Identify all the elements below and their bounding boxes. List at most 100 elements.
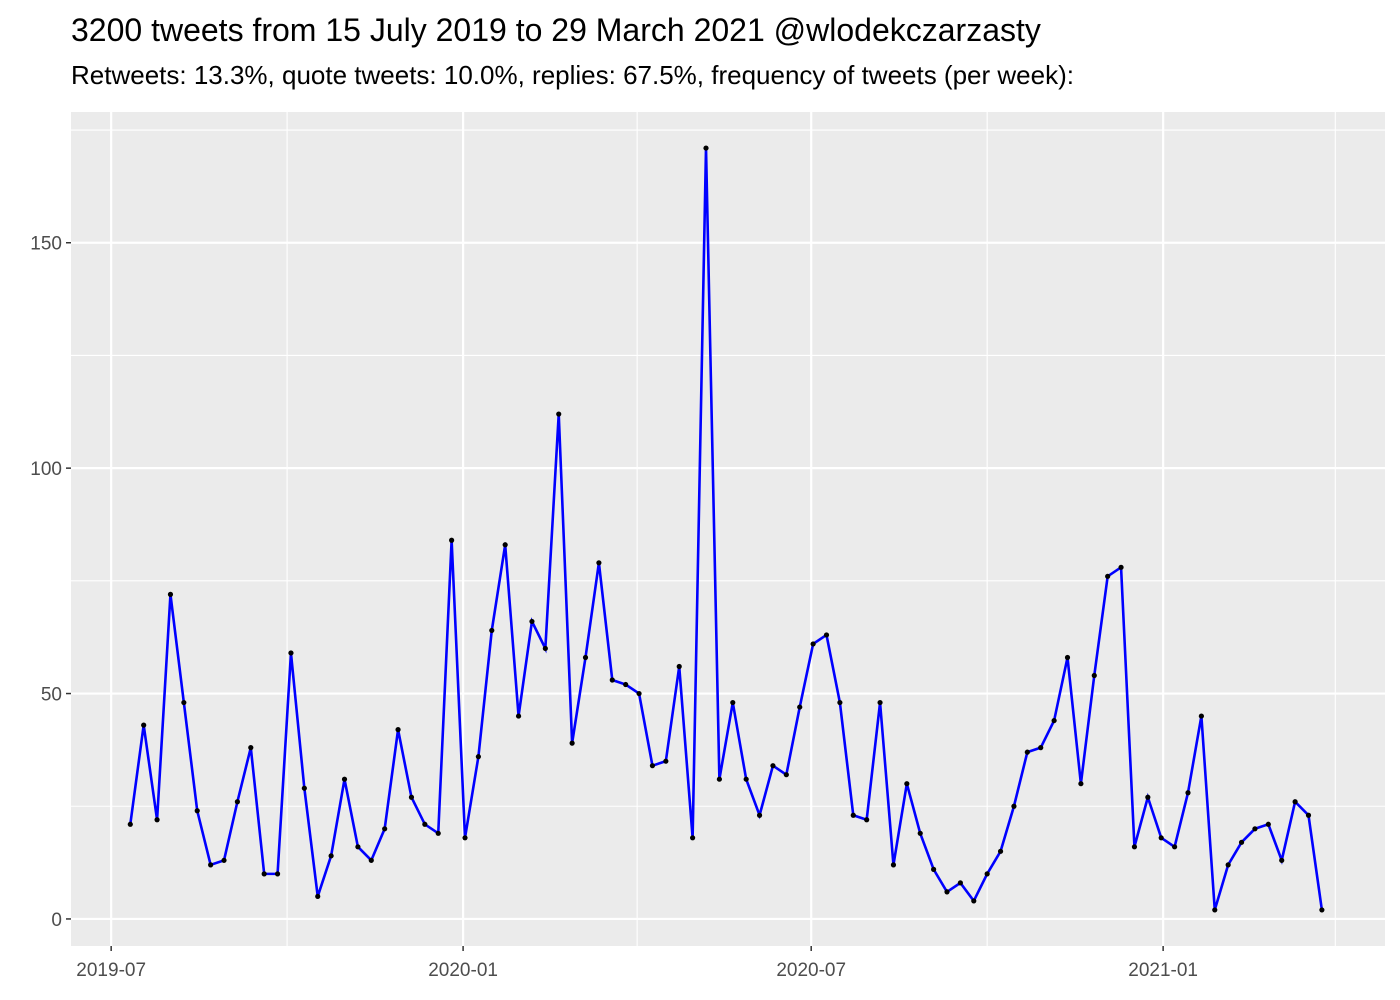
data-point xyxy=(1145,794,1151,800)
data-point xyxy=(462,835,468,841)
data-point xyxy=(676,663,682,670)
data-point xyxy=(730,699,736,706)
data-point xyxy=(1051,717,1057,724)
data-point xyxy=(194,808,200,814)
data-point xyxy=(904,781,910,787)
data-point xyxy=(810,641,816,647)
data-point xyxy=(422,821,428,827)
data-point xyxy=(837,699,843,706)
data-point xyxy=(141,722,147,728)
data-point xyxy=(649,763,656,769)
data-point xyxy=(1292,799,1298,805)
data-point xyxy=(154,817,160,823)
data-point xyxy=(1212,907,1218,913)
data-point xyxy=(864,817,870,823)
data-point xyxy=(931,866,937,872)
data-point xyxy=(382,826,388,832)
data-point xyxy=(1279,857,1285,863)
data-point xyxy=(1172,844,1178,850)
x-tick-label: 2019-07 xyxy=(76,960,146,981)
x-tick-label: 2020-01 xyxy=(428,960,498,981)
data-point xyxy=(783,772,789,778)
data-point xyxy=(261,871,267,877)
data-point xyxy=(1265,821,1271,827)
data-point xyxy=(248,745,254,751)
data-point xyxy=(596,560,602,566)
data-point xyxy=(395,727,401,733)
data-point xyxy=(756,812,763,818)
data-point xyxy=(288,650,294,656)
data-point xyxy=(1118,564,1124,570)
data-point xyxy=(221,857,227,863)
data-point xyxy=(301,785,307,791)
data-point xyxy=(609,677,615,683)
x-tick-label: 2021-01 xyxy=(1128,960,1198,981)
data-point xyxy=(636,690,642,697)
data-point xyxy=(515,713,522,719)
data-point xyxy=(368,857,374,863)
data-point xyxy=(850,812,856,818)
data-point xyxy=(355,844,361,850)
data-point xyxy=(1319,907,1325,913)
data-point xyxy=(569,740,575,746)
data-point xyxy=(1238,839,1245,845)
data-point xyxy=(315,893,321,900)
data-point xyxy=(1078,781,1084,787)
data-point xyxy=(971,898,977,904)
data-point xyxy=(435,830,441,836)
data-point xyxy=(234,799,241,805)
data-point xyxy=(408,794,415,800)
data-point xyxy=(502,542,508,548)
data-point xyxy=(770,763,776,769)
data-point xyxy=(582,654,589,661)
data-point xyxy=(1064,654,1071,661)
data-point xyxy=(1011,803,1017,809)
data-point xyxy=(1158,835,1164,841)
y-tick-label: 50 xyxy=(41,685,62,706)
data-point xyxy=(1131,844,1138,850)
data-point xyxy=(181,699,187,706)
x-tick-label: 2020-07 xyxy=(776,960,846,981)
data-point xyxy=(167,591,174,597)
plot-panel xyxy=(71,112,1385,946)
data-point xyxy=(489,627,495,634)
data-point xyxy=(1198,713,1204,719)
data-point xyxy=(1105,573,1111,579)
data-point xyxy=(1024,749,1030,755)
data-point xyxy=(1305,812,1312,818)
data-point xyxy=(890,862,897,868)
data-point xyxy=(1091,672,1097,679)
data-point xyxy=(957,880,963,886)
data-point xyxy=(1252,826,1258,832)
data-point xyxy=(984,871,990,877)
data-point xyxy=(1038,745,1044,751)
data-point xyxy=(743,776,749,782)
data-point xyxy=(690,835,696,841)
data-point xyxy=(917,830,923,836)
data-point xyxy=(341,776,348,782)
data-point xyxy=(127,821,133,827)
data-point xyxy=(208,862,214,868)
data-point xyxy=(797,704,803,710)
series-line xyxy=(129,148,1324,911)
data-point xyxy=(449,537,455,543)
data-point xyxy=(274,871,281,877)
data-point xyxy=(823,632,830,638)
data-point xyxy=(944,889,950,895)
data-point xyxy=(556,411,562,417)
data-point xyxy=(475,754,481,760)
data-point xyxy=(529,618,535,625)
y-tick-label: 150 xyxy=(30,234,62,255)
data-point xyxy=(623,681,629,688)
y-tick-label: 0 xyxy=(51,910,62,931)
data-point xyxy=(542,645,548,652)
chart-title: 3200 tweets from 15 July 2019 to 29 Marc… xyxy=(71,12,1041,48)
data-point xyxy=(997,848,1004,854)
data-point xyxy=(663,758,669,764)
data-point xyxy=(1225,862,1231,868)
data-point xyxy=(703,145,709,151)
data-point xyxy=(1185,790,1191,796)
chart-subtitle: Retweets: 13.3%, quote tweets: 10.0%, re… xyxy=(71,60,1074,90)
data-point xyxy=(716,776,722,782)
